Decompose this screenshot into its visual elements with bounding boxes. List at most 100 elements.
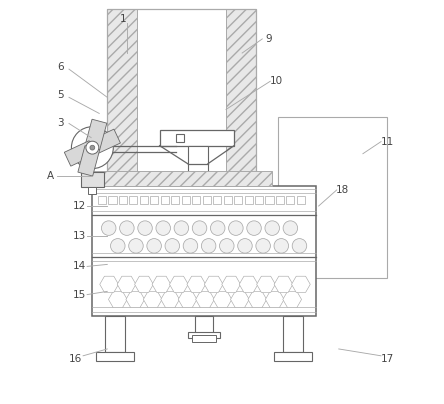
- Circle shape: [90, 145, 95, 150]
- Bar: [98, 196, 106, 204]
- Bar: [192, 196, 200, 204]
- Text: 5: 5: [58, 90, 64, 100]
- Bar: [138, 9, 226, 184]
- Circle shape: [229, 221, 243, 236]
- Polygon shape: [222, 276, 241, 292]
- Bar: [88, 187, 96, 194]
- Bar: [140, 196, 148, 204]
- Bar: [226, 9, 256, 184]
- Bar: [119, 196, 127, 204]
- Circle shape: [210, 221, 225, 236]
- Bar: [81, 172, 103, 187]
- Bar: [266, 196, 274, 204]
- Polygon shape: [187, 276, 206, 292]
- Text: 6: 6: [58, 62, 64, 72]
- Circle shape: [119, 221, 134, 236]
- Circle shape: [192, 221, 207, 236]
- Text: 11: 11: [381, 137, 394, 147]
- Bar: [213, 196, 221, 204]
- Polygon shape: [117, 276, 136, 292]
- Bar: [159, 130, 234, 145]
- Text: 15: 15: [72, 290, 86, 300]
- Polygon shape: [230, 291, 249, 307]
- Circle shape: [101, 221, 116, 236]
- Polygon shape: [213, 291, 232, 307]
- Circle shape: [156, 221, 170, 236]
- Circle shape: [274, 239, 289, 253]
- Polygon shape: [283, 291, 301, 307]
- Circle shape: [265, 221, 279, 236]
- Polygon shape: [89, 129, 120, 155]
- Polygon shape: [78, 146, 100, 176]
- Bar: [202, 196, 211, 204]
- Bar: [176, 135, 184, 143]
- Bar: [171, 196, 179, 204]
- Bar: [278, 118, 387, 278]
- Text: 17: 17: [381, 354, 394, 364]
- Text: A: A: [48, 171, 55, 181]
- Text: 13: 13: [72, 231, 86, 241]
- Bar: [161, 196, 169, 204]
- Bar: [107, 9, 256, 184]
- Circle shape: [174, 221, 189, 236]
- Bar: [274, 352, 312, 361]
- Bar: [224, 196, 232, 204]
- Circle shape: [147, 239, 161, 253]
- Circle shape: [238, 239, 252, 253]
- Circle shape: [183, 239, 198, 253]
- Bar: [234, 196, 242, 204]
- Polygon shape: [292, 276, 310, 292]
- Text: 3: 3: [58, 118, 64, 128]
- Circle shape: [247, 221, 262, 236]
- Polygon shape: [178, 291, 197, 307]
- Bar: [92, 186, 316, 316]
- Polygon shape: [196, 291, 214, 307]
- Polygon shape: [204, 276, 223, 292]
- Circle shape: [138, 221, 152, 236]
- Text: 1: 1: [120, 14, 127, 24]
- Bar: [188, 146, 208, 180]
- Polygon shape: [161, 291, 179, 307]
- Text: 18: 18: [336, 185, 349, 195]
- Bar: [188, 332, 220, 338]
- Bar: [151, 196, 159, 204]
- Bar: [105, 316, 125, 352]
- Bar: [283, 316, 303, 352]
- Text: 9: 9: [265, 34, 272, 44]
- Circle shape: [202, 239, 216, 253]
- Polygon shape: [108, 291, 127, 307]
- Circle shape: [165, 239, 179, 253]
- Polygon shape: [85, 119, 107, 149]
- Polygon shape: [248, 291, 267, 307]
- Polygon shape: [135, 276, 153, 292]
- Circle shape: [111, 239, 125, 253]
- Polygon shape: [100, 276, 119, 292]
- Text: 12: 12: [72, 201, 86, 211]
- Polygon shape: [257, 276, 275, 292]
- Bar: [276, 196, 284, 204]
- Bar: [91, 170, 272, 186]
- Circle shape: [219, 239, 234, 253]
- Circle shape: [129, 239, 143, 253]
- Text: 14: 14: [72, 261, 86, 271]
- Circle shape: [256, 239, 270, 253]
- Polygon shape: [274, 276, 293, 292]
- Text: 10: 10: [270, 76, 283, 86]
- Bar: [108, 196, 116, 204]
- Polygon shape: [266, 291, 284, 307]
- Bar: [192, 335, 216, 342]
- Polygon shape: [126, 291, 145, 307]
- Circle shape: [71, 127, 113, 168]
- Polygon shape: [143, 291, 162, 307]
- Bar: [286, 196, 294, 204]
- Circle shape: [292, 239, 307, 253]
- Bar: [297, 196, 305, 204]
- Polygon shape: [239, 276, 258, 292]
- Circle shape: [283, 221, 297, 236]
- Bar: [182, 196, 190, 204]
- Bar: [107, 9, 138, 184]
- Polygon shape: [170, 276, 188, 292]
- Circle shape: [86, 141, 99, 154]
- Bar: [129, 196, 138, 204]
- Bar: [255, 196, 263, 204]
